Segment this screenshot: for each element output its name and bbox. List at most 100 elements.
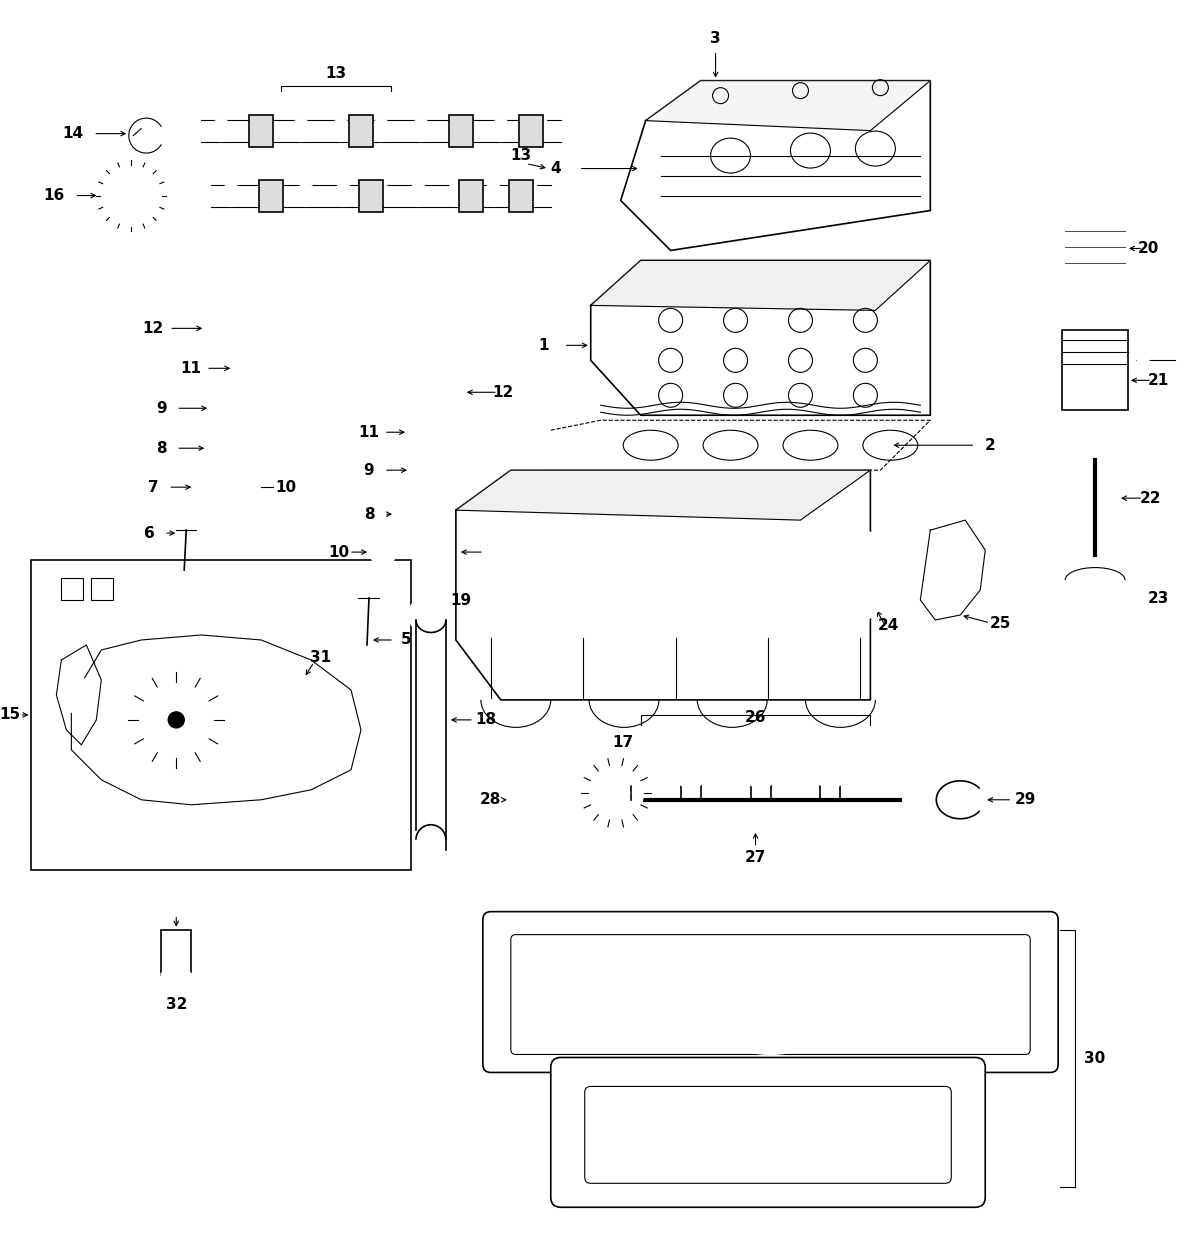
Circle shape [582,522,686,628]
Ellipse shape [157,924,195,935]
Bar [250,115,273,146]
Circle shape [201,485,212,495]
Text: 32: 32 [166,998,187,1012]
Bar [509,180,532,211]
Circle shape [848,732,892,776]
Circle shape [1116,572,1129,588]
Text: 6: 6 [144,525,155,540]
Circle shape [237,479,261,502]
Text: 8: 8 [156,441,167,456]
Circle shape [1108,566,1136,594]
Polygon shape [57,645,102,745]
Circle shape [789,522,892,628]
Circle shape [551,788,575,811]
Text: 5: 5 [401,632,412,648]
Circle shape [859,744,881,766]
Circle shape [677,732,720,776]
FancyBboxPatch shape [483,911,1058,1072]
Circle shape [379,550,388,560]
Polygon shape [455,470,871,700]
Circle shape [1065,550,1125,610]
Ellipse shape [329,120,354,141]
Text: 19: 19 [451,592,472,608]
Text: 29: 29 [1015,792,1036,808]
Circle shape [833,535,909,611]
Ellipse shape [1065,245,1125,264]
Bar [91,578,114,600]
Text: 22: 22 [1139,491,1161,506]
Ellipse shape [1065,214,1125,231]
Circle shape [1137,354,1149,366]
Ellipse shape [209,442,230,450]
Ellipse shape [408,120,433,141]
Circle shape [594,535,674,615]
Text: 10: 10 [329,545,350,560]
Text: 15: 15 [0,707,20,722]
Text: 4: 4 [550,161,561,176]
Text: 11: 11 [358,425,380,440]
Bar [32,560,411,870]
Text: 30: 30 [1085,1051,1106,1066]
Polygon shape [590,260,930,310]
Ellipse shape [209,436,230,444]
Circle shape [231,695,282,745]
Circle shape [212,399,231,419]
Circle shape [213,324,225,336]
Circle shape [58,678,95,712]
Circle shape [801,535,880,615]
Ellipse shape [448,120,473,141]
Circle shape [752,761,769,778]
Polygon shape [590,260,930,415]
Text: 14: 14 [63,126,84,141]
Circle shape [673,751,709,788]
Ellipse shape [209,449,230,456]
Ellipse shape [368,185,394,206]
Circle shape [409,595,448,635]
Text: 16: 16 [44,188,65,202]
Text: 9: 9 [363,462,374,478]
Circle shape [479,522,583,628]
Ellipse shape [1065,261,1125,280]
Circle shape [697,535,777,615]
Text: 10: 10 [276,480,297,495]
Ellipse shape [208,120,234,141]
Text: 1: 1 [538,338,549,352]
Ellipse shape [444,185,468,206]
Circle shape [687,744,709,766]
Text: 23: 23 [1148,590,1169,605]
Circle shape [237,364,246,374]
Ellipse shape [396,510,416,519]
Circle shape [802,744,823,766]
Circle shape [744,744,767,766]
Circle shape [733,732,777,776]
Ellipse shape [406,185,431,206]
Ellipse shape [396,516,416,524]
Polygon shape [646,81,930,130]
Ellipse shape [518,185,543,206]
Circle shape [371,542,395,568]
Circle shape [406,430,416,440]
Ellipse shape [248,120,273,141]
Bar [1062,330,1129,410]
Polygon shape [551,420,930,470]
Circle shape [138,682,214,757]
Circle shape [114,177,149,214]
Text: 7: 7 [485,545,496,560]
Ellipse shape [1085,381,1105,389]
Circle shape [194,479,218,502]
Ellipse shape [219,185,244,206]
Circle shape [434,542,458,568]
Circle shape [813,751,848,788]
Circle shape [683,761,699,778]
Text: 9: 9 [156,401,167,416]
FancyBboxPatch shape [551,1058,985,1208]
Text: 20: 20 [1137,241,1158,256]
Ellipse shape [331,185,356,206]
Bar [459,180,483,211]
Text: 17: 17 [612,735,633,750]
Bar [161,930,192,975]
Circle shape [99,164,163,228]
Circle shape [602,779,629,806]
Circle shape [588,765,644,821]
Circle shape [613,761,628,778]
